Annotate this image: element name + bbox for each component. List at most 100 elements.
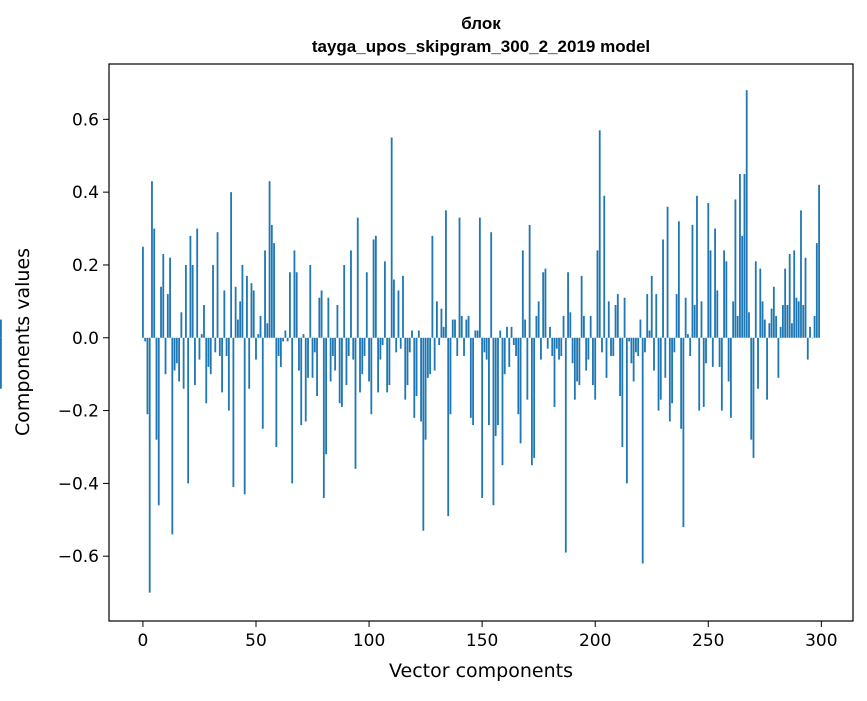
bar [698, 337, 701, 411]
bar [350, 250, 352, 338]
bar [268, 181, 271, 338]
bar [178, 337, 181, 382]
bar [601, 337, 603, 353]
bar [146, 337, 149, 415]
bar [388, 337, 391, 386]
bar [757, 337, 759, 389]
bar [754, 261, 757, 338]
bar [628, 337, 631, 342]
bar [474, 330, 477, 338]
bar [142, 246, 144, 338]
bar [160, 286, 162, 338]
bar [666, 206, 669, 338]
bar [772, 286, 775, 338]
bar [194, 337, 196, 386]
bar [818, 184, 820, 338]
bar [250, 283, 253, 338]
bar [562, 315, 565, 338]
bar [691, 224, 694, 338]
bar [368, 337, 370, 382]
bar [390, 137, 393, 338]
bar [815, 243, 818, 338]
bar [318, 297, 321, 338]
bar [492, 337, 495, 506]
bar [501, 337, 504, 466]
bar [232, 337, 235, 488]
bar [558, 337, 560, 360]
bar [761, 301, 764, 338]
bar [659, 337, 662, 400]
bar [655, 294, 658, 338]
bar [460, 315, 463, 338]
bar [191, 264, 194, 338]
bar [415, 337, 418, 397]
bar [413, 337, 416, 418]
bar [546, 337, 549, 349]
x-axis-ticks: 0 50 100 150 200 250 300 [138, 621, 838, 651]
bar [707, 203, 710, 338]
bar [173, 337, 176, 371]
bar [657, 337, 660, 411]
bar [379, 337, 382, 360]
bar [207, 337, 210, 367]
bar [424, 337, 427, 440]
bar [809, 326, 811, 338]
bar [252, 290, 255, 338]
bar [469, 337, 472, 418]
chart-title-line1: блок [461, 14, 501, 33]
bar [239, 301, 242, 338]
bar [483, 337, 486, 353]
bar [420, 337, 422, 422]
bar [386, 337, 389, 393]
x-tick-label: 300 [805, 631, 837, 651]
bar [535, 315, 538, 338]
bar [748, 312, 750, 338]
bar [153, 228, 156, 338]
bar [741, 235, 744, 338]
bar [214, 337, 217, 353]
bar [286, 337, 289, 342]
bar [243, 337, 246, 495]
bar [451, 319, 454, 338]
bar [404, 337, 407, 400]
bar [806, 337, 809, 360]
bar [445, 210, 447, 338]
bar [282, 337, 285, 342]
bar [512, 337, 515, 346]
bar [551, 337, 554, 356]
bar [329, 337, 332, 382]
bar [784, 268, 787, 338]
bar [298, 337, 300, 371]
bar [702, 337, 705, 407]
bar [216, 232, 219, 338]
bar [370, 337, 373, 415]
bar [187, 337, 190, 484]
x-tick-label: 100 [353, 631, 385, 651]
bar [732, 301, 735, 338]
bar [671, 337, 673, 404]
bar [381, 337, 384, 346]
bar [743, 173, 746, 338]
bar [589, 315, 592, 338]
bar [786, 305, 789, 338]
bar [313, 337, 316, 353]
bar [752, 337, 755, 458]
bar [530, 337, 533, 466]
bar [639, 319, 642, 338]
bar [793, 250, 796, 338]
bar [343, 264, 346, 338]
bar [447, 337, 450, 517]
bar [587, 337, 590, 360]
y-tick-label: 0.6 [72, 110, 99, 130]
bar [397, 290, 400, 338]
bar [813, 315, 816, 338]
bar [454, 319, 456, 338]
bar [266, 323, 269, 338]
bar [264, 250, 266, 338]
bar [365, 272, 368, 338]
bar [144, 337, 147, 342]
bar [723, 250, 726, 338]
bar [289, 272, 291, 338]
bar [549, 326, 551, 338]
bar [449, 337, 452, 415]
